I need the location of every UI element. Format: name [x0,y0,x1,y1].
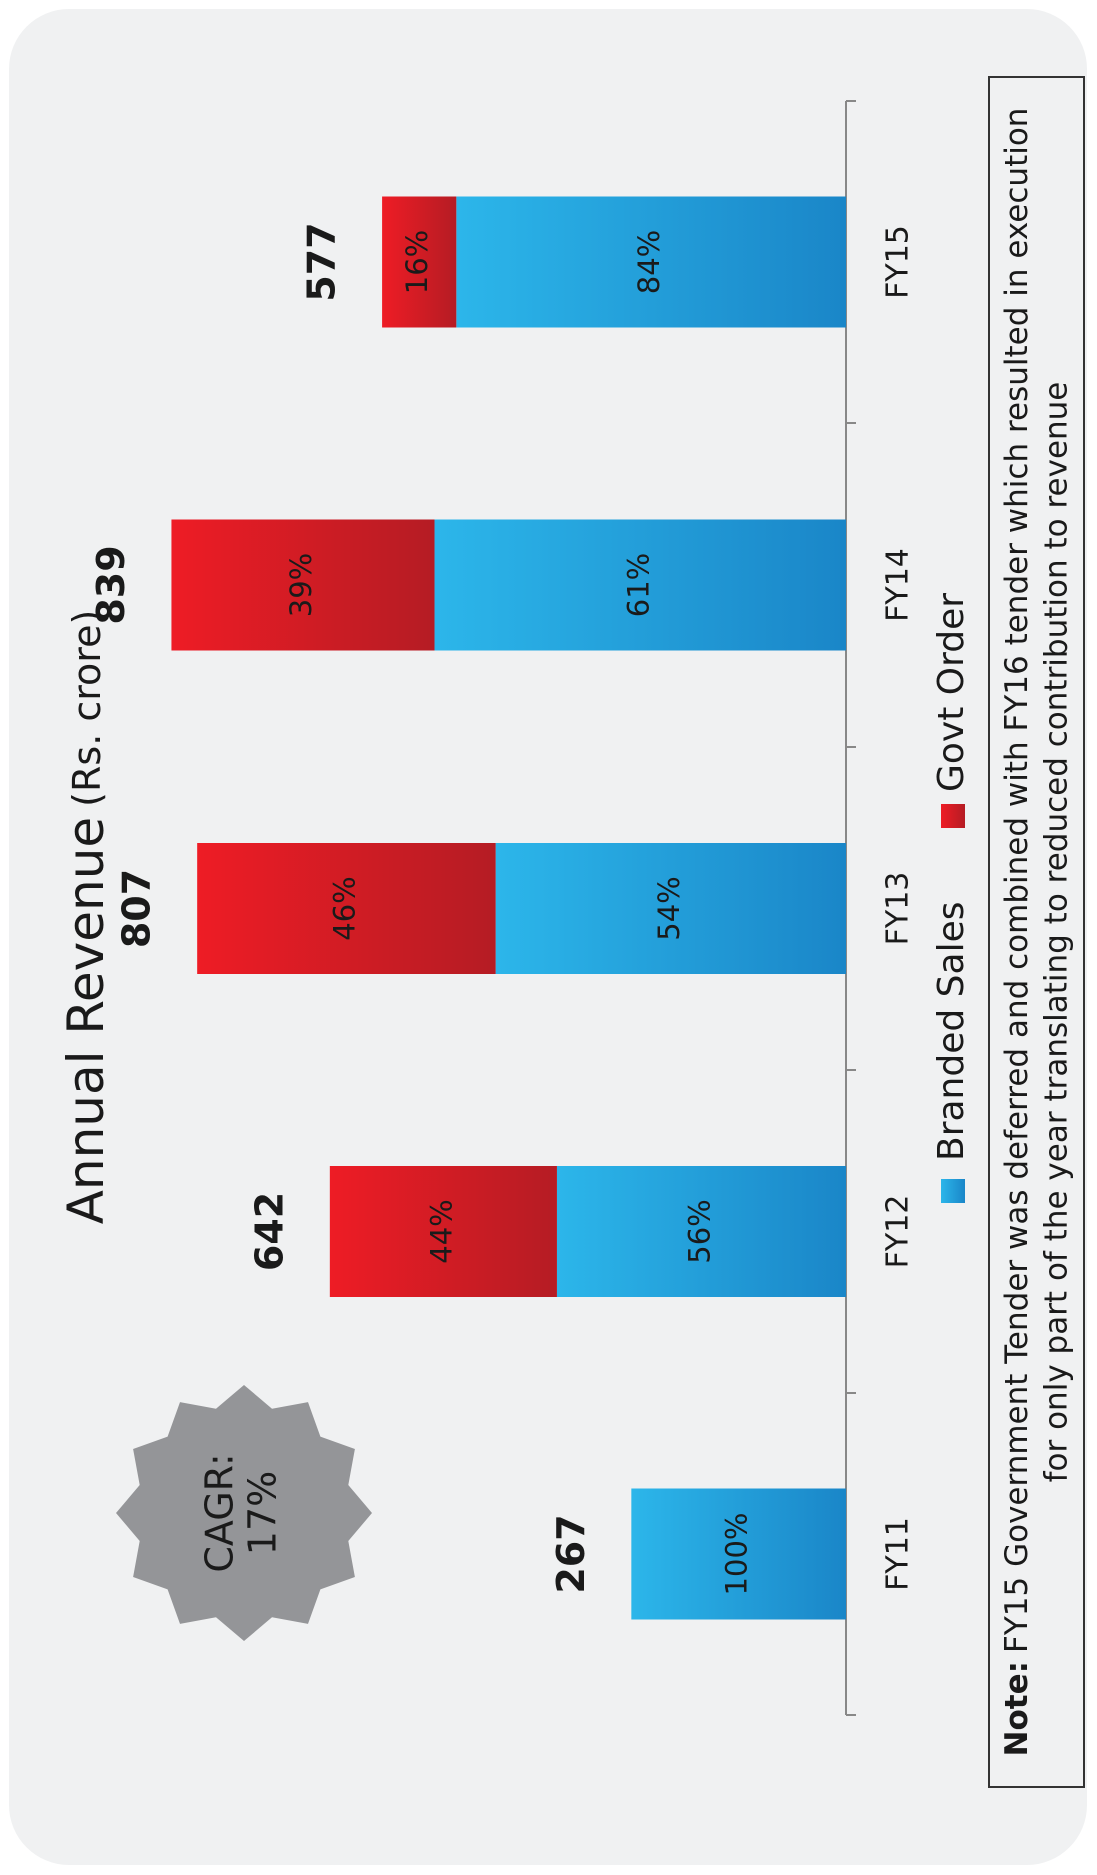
title-main: Annual Revenue [57,817,115,1224]
value-label: 84% [632,230,666,294]
legend-swatch [941,1179,965,1203]
note-label: Note: [999,1661,1035,1756]
bar-segment [197,843,496,974]
value-label: 46% [327,876,361,940]
bar-segment [456,196,846,328]
value-label: 61% [621,553,655,617]
bar-segment [171,519,435,651]
x-tick-label: FY11 [881,1517,916,1591]
total-label: 577 [300,222,344,301]
note-line: FY15 Government Tender was deferred and … [999,108,1035,1653]
total-label: 267 [549,1514,593,1593]
note-box [988,76,1085,1788]
note-text: Note: FY15 Government Tender was deferred… [999,108,1035,1757]
title-unit: (Rs. crore) [65,610,109,807]
bar-segment [556,1166,846,1297]
value-label: 100% [720,1513,754,1596]
x-tick-label: FY12 [881,1195,916,1269]
bar-segment [631,1488,846,1620]
x-tick-label: FY15 [881,225,916,299]
x-tick-label: FY14 [881,548,916,622]
value-label: 39% [284,553,318,617]
annotation: 17% [241,1471,285,1555]
x-tick-label: FY13 [881,872,916,946]
bar-segment [434,519,846,651]
chart-title: Annual Revenue (Rs. crore) [57,610,115,1225]
legend-label: Branded Sales [931,902,972,1162]
total-label: 839 [89,545,133,624]
annotation: CAGR: [198,1453,242,1572]
total-label: 642 [247,1192,291,1271]
value-label: 16% [400,230,434,294]
note-line: for only part of the year translating to… [1039,382,1075,1483]
cagr-badge [116,1385,372,1641]
legend-label: Govt Order [931,593,972,792]
total-label: 807 [115,869,159,948]
bar-segment [329,1166,557,1297]
value-label: 56% [682,1199,716,1263]
value-label: 44% [424,1199,458,1263]
legend-swatch [941,804,965,828]
bar-segment [495,843,846,974]
bar-segment [382,196,457,328]
value-label: 54% [652,876,686,940]
